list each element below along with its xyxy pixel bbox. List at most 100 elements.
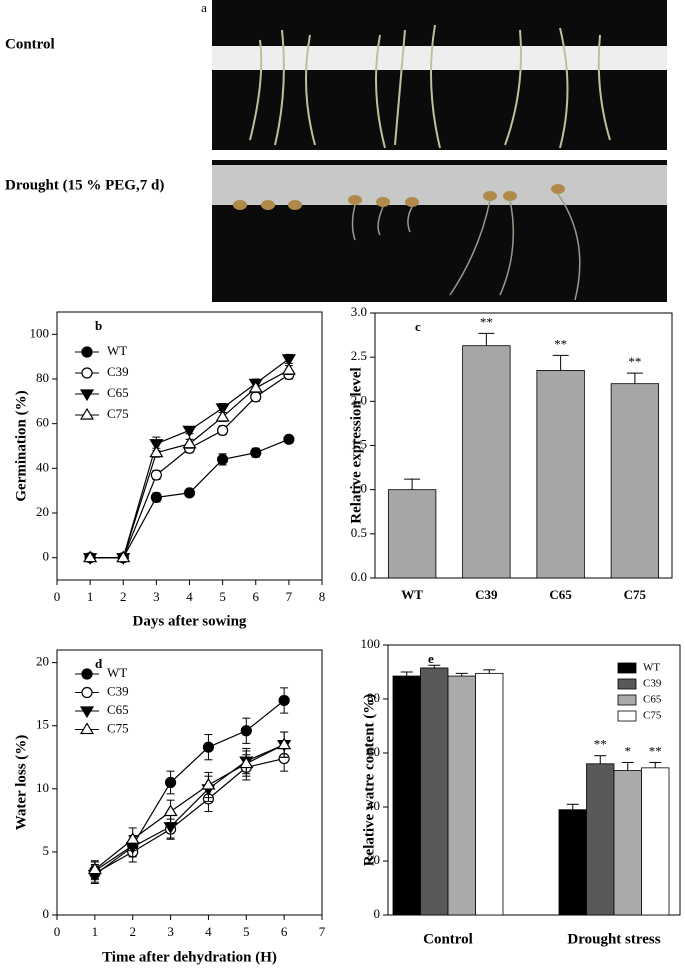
marker [201, 777, 216, 790]
legend-label: C39 [643, 678, 662, 690]
marker [163, 804, 178, 817]
y-tick-label: 20 [36, 654, 49, 669]
legend-swatch [617, 662, 637, 674]
bar [420, 667, 449, 916]
legend-label: C75 [107, 406, 129, 421]
bar [558, 809, 587, 916]
x-tick-label: WT [401, 587, 423, 602]
legend-marker [81, 668, 93, 680]
panel-letter: e [428, 651, 434, 666]
marker [116, 550, 131, 563]
x-tick-label: 0 [54, 924, 61, 939]
plot-frame [56, 649, 323, 916]
y-tick-label: 80 [367, 690, 380, 705]
legend-marker [79, 407, 95, 420]
marker [250, 447, 262, 459]
marker [248, 380, 263, 393]
legend-swatch [617, 694, 637, 706]
row-label: Control [5, 36, 55, 52]
legend-label: C65 [643, 694, 662, 706]
legend-label: WT [107, 665, 127, 680]
x-tick-label: C65 [549, 587, 572, 602]
series-line [94, 744, 285, 871]
legend-label: C65 [107, 702, 129, 717]
y-tick-label: 15 [36, 717, 49, 732]
bar [462, 345, 511, 579]
bar [641, 767, 670, 916]
marker [87, 862, 102, 875]
x-tick-label: 2 [129, 924, 136, 939]
legend-label: C75 [107, 720, 129, 735]
y-tick-label: 20 [36, 504, 49, 519]
y-tick-label: 0.0 [351, 569, 367, 584]
legend-label: C39 [107, 364, 129, 379]
y-tick-label: 80 [36, 370, 49, 385]
bar [586, 763, 615, 916]
legend-label: C75 [643, 710, 662, 722]
x-tick-label: 0 [54, 589, 61, 604]
bar [392, 675, 421, 916]
marker [281, 362, 296, 375]
x-tick-label: C39 [475, 587, 498, 602]
marker [149, 445, 164, 458]
panel-letter: c [415, 319, 421, 334]
y-tick-label: 40 [36, 459, 49, 474]
series-line [94, 700, 285, 872]
x-tick-label: 7 [319, 924, 326, 939]
legend-label: C65 [107, 385, 129, 400]
marker [164, 776, 177, 789]
legend-label: WT [107, 343, 127, 358]
x-tick-label: C75 [624, 587, 647, 602]
row-label: Drought (15 % PEG,7 d) [5, 177, 164, 193]
marker [277, 737, 292, 750]
marker [150, 469, 162, 481]
marker [202, 741, 215, 753]
significance: ** [628, 354, 641, 369]
marker [217, 453, 229, 465]
marker [215, 409, 230, 422]
y-tick-label: 0.5 [351, 525, 367, 540]
y-tick-label: 100 [30, 325, 50, 340]
x-axis-title: Time after dehydration (H) [102, 949, 277, 965]
bar [610, 383, 660, 579]
legend-marker [81, 686, 93, 699]
marker [215, 403, 230, 416]
bar [475, 672, 504, 916]
y-tick-label: 2.0 [351, 392, 367, 407]
x-tick-label: 4 [205, 924, 212, 939]
y-tick-label: 1.0 [351, 481, 367, 496]
x-tick-label: 1 [92, 924, 99, 939]
x-tick-label: 2 [120, 589, 127, 604]
legend-label: WT [643, 662, 660, 674]
y-tick-label: 2.5 [351, 348, 367, 363]
x-tick-label: 7 [286, 589, 293, 604]
photo-drought [212, 160, 667, 302]
significance: ** [480, 314, 493, 329]
legend-marker [79, 389, 95, 402]
y-tick-label: 5 [43, 843, 50, 858]
legend-marker [81, 346, 93, 358]
marker [240, 725, 252, 737]
y-axis-title: Germination (%) [13, 390, 29, 501]
marker [281, 354, 296, 367]
bar [387, 489, 437, 579]
y-tick-label: 10 [36, 780, 49, 795]
significance: ** [649, 743, 662, 758]
marker [283, 433, 295, 445]
marker [182, 425, 197, 438]
marker [239, 756, 254, 769]
x-tick-label: 1 [87, 589, 94, 604]
marker [250, 391, 262, 403]
panel-letter: b [95, 318, 102, 333]
series-line [94, 757, 285, 874]
significance: * [625, 743, 632, 758]
marker [125, 832, 140, 844]
panel-letter: a [201, 0, 207, 15]
x-tick-label: 5 [243, 924, 250, 939]
y-tick-label: 0 [43, 549, 50, 564]
x-tick-label: 3 [167, 924, 174, 939]
y-tick-label: 0 [43, 906, 50, 921]
x-tick-label: Drought stress [567, 931, 660, 947]
